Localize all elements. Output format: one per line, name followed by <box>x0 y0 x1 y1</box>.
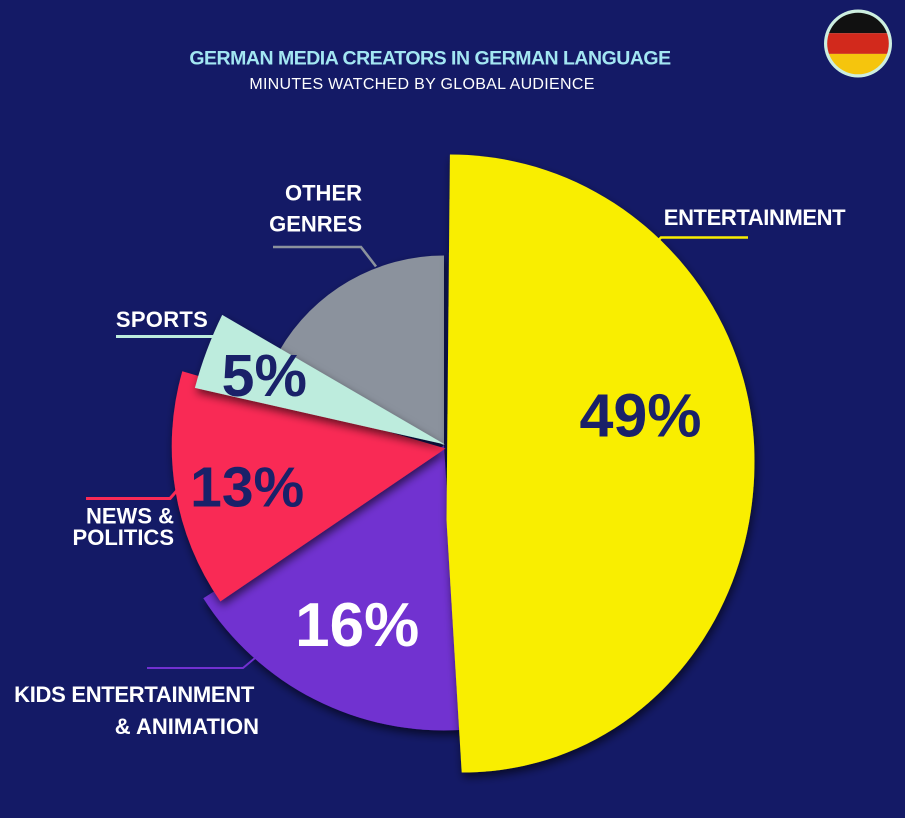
svg-text:NEWS &: NEWS & <box>86 504 174 529</box>
svg-text:OTHER: OTHER <box>285 181 362 206</box>
svg-text:16%: 16% <box>295 591 419 660</box>
svg-text:MINUTES WATCHED BY GLOBAL AUDI: MINUTES WATCHED BY GLOBAL AUDIENCE <box>249 76 594 93</box>
svg-text:5%: 5% <box>222 343 307 409</box>
svg-text:49%: 49% <box>579 382 701 450</box>
svg-text:SPORTS: SPORTS <box>116 307 208 332</box>
svg-text:13%: 13% <box>190 456 304 520</box>
svg-text:GERMAN MEDIA CREATORS IN GERMA: GERMAN MEDIA CREATORS IN GERMAN LANGUAGE <box>189 48 671 70</box>
svg-text:ENTERTAINMENT: ENTERTAINMENT <box>664 205 846 230</box>
svg-text:POLITICS: POLITICS <box>73 525 174 550</box>
svg-text:KIDS ENTERTAINMENT: KIDS ENTERTAINMENT <box>14 682 255 707</box>
svg-text:GENRES: GENRES <box>269 212 362 237</box>
svg-text:& ANIMATION: & ANIMATION <box>115 714 259 739</box>
